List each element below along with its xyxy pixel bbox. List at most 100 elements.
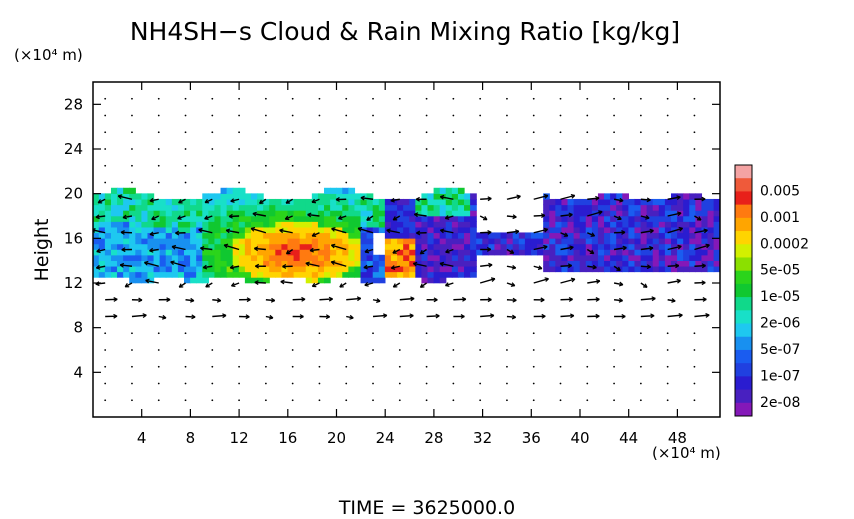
field-cell xyxy=(311,249,319,256)
field-cell xyxy=(421,277,429,284)
field-cell xyxy=(311,232,319,239)
field-cell xyxy=(299,271,307,278)
field-cell xyxy=(129,249,136,256)
field-cell xyxy=(695,260,703,267)
field-cell xyxy=(177,265,185,273)
field-cell xyxy=(129,187,136,194)
field-cell xyxy=(683,232,690,239)
vector-dot xyxy=(479,114,482,117)
field-cell xyxy=(354,215,362,222)
field-cell xyxy=(585,226,593,234)
vector-arrowhead xyxy=(299,314,304,319)
field-cell xyxy=(123,226,130,234)
field-cell xyxy=(293,215,301,222)
field-cell xyxy=(202,254,209,261)
field-cell xyxy=(628,260,636,267)
field-cell xyxy=(354,204,362,211)
field-cell xyxy=(549,238,556,245)
field-cell xyxy=(561,238,569,245)
field-cell xyxy=(488,243,496,250)
field-cell xyxy=(135,232,142,239)
vector-arrow xyxy=(292,298,306,301)
field-cell xyxy=(683,254,690,261)
field-cell xyxy=(177,249,185,256)
field-cell xyxy=(202,193,209,200)
vector-arrowhead xyxy=(651,296,656,302)
vector-arrowhead xyxy=(412,261,418,267)
vector-dot xyxy=(693,148,696,150)
field-cell xyxy=(664,238,672,245)
field-cell xyxy=(439,265,447,273)
field-cell xyxy=(220,249,228,256)
x-tick-label: 16 xyxy=(278,429,297,447)
field-cell xyxy=(141,215,149,222)
field-cell xyxy=(433,187,441,194)
field-cell xyxy=(104,193,112,200)
field-cell xyxy=(689,193,696,200)
field-cell xyxy=(214,226,222,234)
vector-dot xyxy=(238,181,240,184)
field-cell xyxy=(591,232,599,239)
vector-arrowhead xyxy=(646,197,651,203)
field-cell xyxy=(135,254,142,261)
vector-arrow xyxy=(254,247,266,251)
field-cell xyxy=(287,198,295,206)
field-cell xyxy=(573,238,581,245)
vector-arrow xyxy=(667,196,681,200)
vector-arrow xyxy=(506,230,520,234)
field-cell xyxy=(658,221,666,228)
vector-arrow xyxy=(613,265,621,272)
field-cell xyxy=(147,265,155,273)
vector-arrow xyxy=(392,215,401,221)
field-cell xyxy=(275,254,283,261)
field-cell xyxy=(281,232,289,239)
field-cell xyxy=(220,238,228,245)
vector-dot xyxy=(532,148,535,150)
field-cell xyxy=(269,249,276,256)
vector-arrow xyxy=(586,248,595,255)
field-cell xyxy=(354,238,362,245)
field-cell xyxy=(433,260,441,267)
field-cell xyxy=(147,193,155,200)
field-cell xyxy=(110,243,118,250)
vector-dot xyxy=(318,148,321,150)
vector-arrowhead xyxy=(246,297,251,303)
field-cell xyxy=(646,260,654,267)
field-cell xyxy=(165,226,173,234)
vector-arrow xyxy=(319,298,333,301)
vector-arrowhead xyxy=(589,249,595,255)
field-cell xyxy=(664,243,672,250)
field-cell xyxy=(573,265,581,273)
field-cell xyxy=(488,238,496,245)
field-cell xyxy=(238,271,246,278)
vector-dot xyxy=(157,332,160,335)
vector-arrowhead xyxy=(445,248,450,254)
field-cell xyxy=(226,204,234,211)
field-cell xyxy=(518,232,526,239)
vector-dot xyxy=(318,365,321,368)
vector-arrowhead xyxy=(229,264,235,270)
vector-arrow xyxy=(506,299,517,302)
field-cell xyxy=(683,238,690,245)
field-cell xyxy=(177,232,185,239)
x-tick-label: 12 xyxy=(230,429,249,447)
field-cell xyxy=(311,193,319,200)
vector-arrow xyxy=(480,314,494,318)
vector-arrowhead xyxy=(170,260,175,266)
field-cell xyxy=(622,204,629,211)
field-cell xyxy=(98,198,106,206)
field-cell xyxy=(713,243,720,250)
vector-dot xyxy=(586,365,589,368)
field-cell xyxy=(652,238,660,245)
vector-dot xyxy=(131,148,133,150)
field-cell xyxy=(366,260,374,267)
field-cell xyxy=(713,210,720,217)
vector-dot xyxy=(479,131,482,134)
vector-arrowhead xyxy=(537,265,543,271)
vector-arrowhead xyxy=(678,226,684,232)
field-cell xyxy=(695,193,703,200)
vector-arrowhead xyxy=(97,199,103,204)
field-cell xyxy=(683,226,690,234)
vector-arrowhead xyxy=(490,277,496,282)
field-cell xyxy=(159,260,167,267)
